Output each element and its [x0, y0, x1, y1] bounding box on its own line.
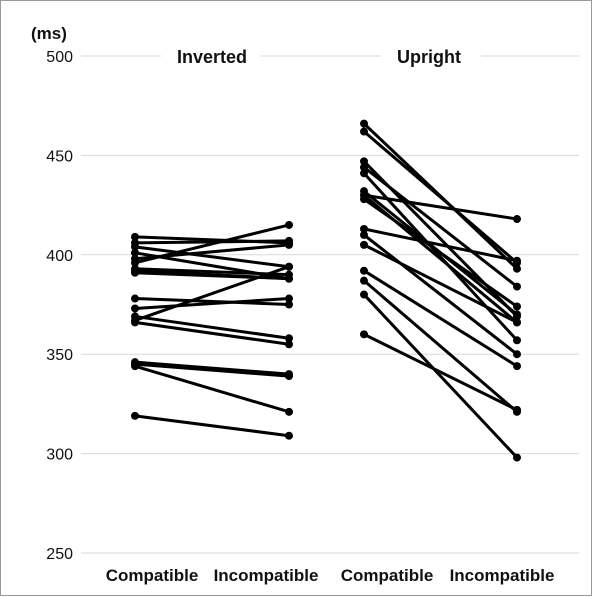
data-point [285, 294, 293, 303]
panel-title-upright: Upright [397, 47, 461, 67]
y-tick-label: 400 [46, 248, 73, 265]
subject-line [362, 243, 519, 324]
subject-line [362, 171, 519, 342]
panel-inverted [131, 220, 293, 440]
subject-line [362, 193, 519, 221]
data-point [285, 274, 293, 283]
data-point [360, 224, 368, 233]
x-axis-labels: Compatible Incompatible Compatible Incom… [106, 566, 555, 585]
data-point [131, 242, 139, 251]
data-point [285, 407, 293, 416]
data-point [513, 350, 521, 359]
panel-upright [360, 119, 521, 462]
data-point [285, 220, 293, 229]
subject-line [362, 233, 519, 356]
data-point [360, 157, 368, 166]
subject-line [133, 267, 291, 277]
y-tick-label: 250 [46, 546, 73, 563]
subject-line [133, 239, 291, 245]
data-point [360, 290, 368, 299]
data-point [513, 264, 521, 273]
subject-line [133, 297, 291, 310]
subject-line [133, 314, 291, 340]
y-tick-label: 300 [46, 447, 73, 464]
subject-line [133, 265, 291, 322]
data-point [131, 258, 139, 267]
panel-title-inverted: Inverted [177, 47, 247, 67]
data-point [131, 411, 139, 420]
data-point [360, 169, 368, 178]
data-point [513, 256, 521, 265]
paired-lines [131, 119, 521, 462]
x-label-upright-compatible: Compatible [341, 566, 434, 585]
data-point [513, 336, 521, 345]
data-point [513, 453, 521, 462]
subject-line [133, 271, 291, 281]
y-axis-unit-label: (ms) [31, 24, 67, 43]
subject-line [133, 364, 291, 414]
y-tick-label: 350 [46, 347, 73, 364]
subject-line [133, 360, 291, 376]
data-point [360, 230, 368, 239]
subject-line [362, 197, 519, 308]
subject-line [362, 279, 519, 414]
data-point [285, 300, 293, 309]
data-point [360, 127, 368, 136]
data-point [131, 304, 139, 313]
y-axis-ticks: 500 450 400 350 300 250 [46, 49, 73, 563]
data-point [131, 316, 139, 325]
subject-line [362, 293, 519, 460]
data-point [360, 191, 368, 200]
x-label-upright-incompatible: Incompatible [450, 566, 555, 585]
data-point [513, 302, 521, 311]
data-point [513, 282, 521, 291]
data-point [285, 340, 293, 349]
subject-line [362, 130, 519, 265]
data-point [131, 294, 139, 303]
x-label-inverted-compatible: Compatible [106, 566, 199, 585]
subject-line [133, 320, 291, 346]
subject-line [133, 245, 291, 269]
subject-line [362, 269, 519, 368]
panel-titles: Inverted Upright [161, 43, 481, 69]
subject-line [133, 414, 291, 438]
subject-line [133, 223, 291, 265]
data-point [513, 405, 521, 414]
subject-line [362, 227, 519, 263]
y-tick-label: 450 [46, 148, 73, 165]
data-point [131, 232, 139, 241]
subject-line [362, 332, 519, 412]
data-point [285, 262, 293, 271]
subject-line [133, 297, 291, 306]
data-point [360, 119, 368, 128]
data-point [131, 268, 139, 277]
subject-line [362, 165, 519, 289]
data-point [285, 334, 293, 343]
data-point [513, 362, 521, 371]
data-point [513, 310, 521, 319]
data-point [285, 431, 293, 440]
data-point [131, 362, 139, 371]
data-point [360, 330, 368, 339]
data-point [360, 163, 368, 172]
subject-line [133, 362, 291, 378]
data-point [513, 215, 521, 224]
data-point [285, 240, 293, 249]
data-point [513, 318, 521, 327]
data-point [285, 372, 293, 381]
data-point [360, 266, 368, 275]
data-point [360, 240, 368, 249]
data-point [131, 248, 139, 257]
y-tick-label: 500 [46, 49, 73, 66]
x-label-inverted-incompatible: Incompatible [214, 566, 319, 585]
data-point [360, 276, 368, 285]
